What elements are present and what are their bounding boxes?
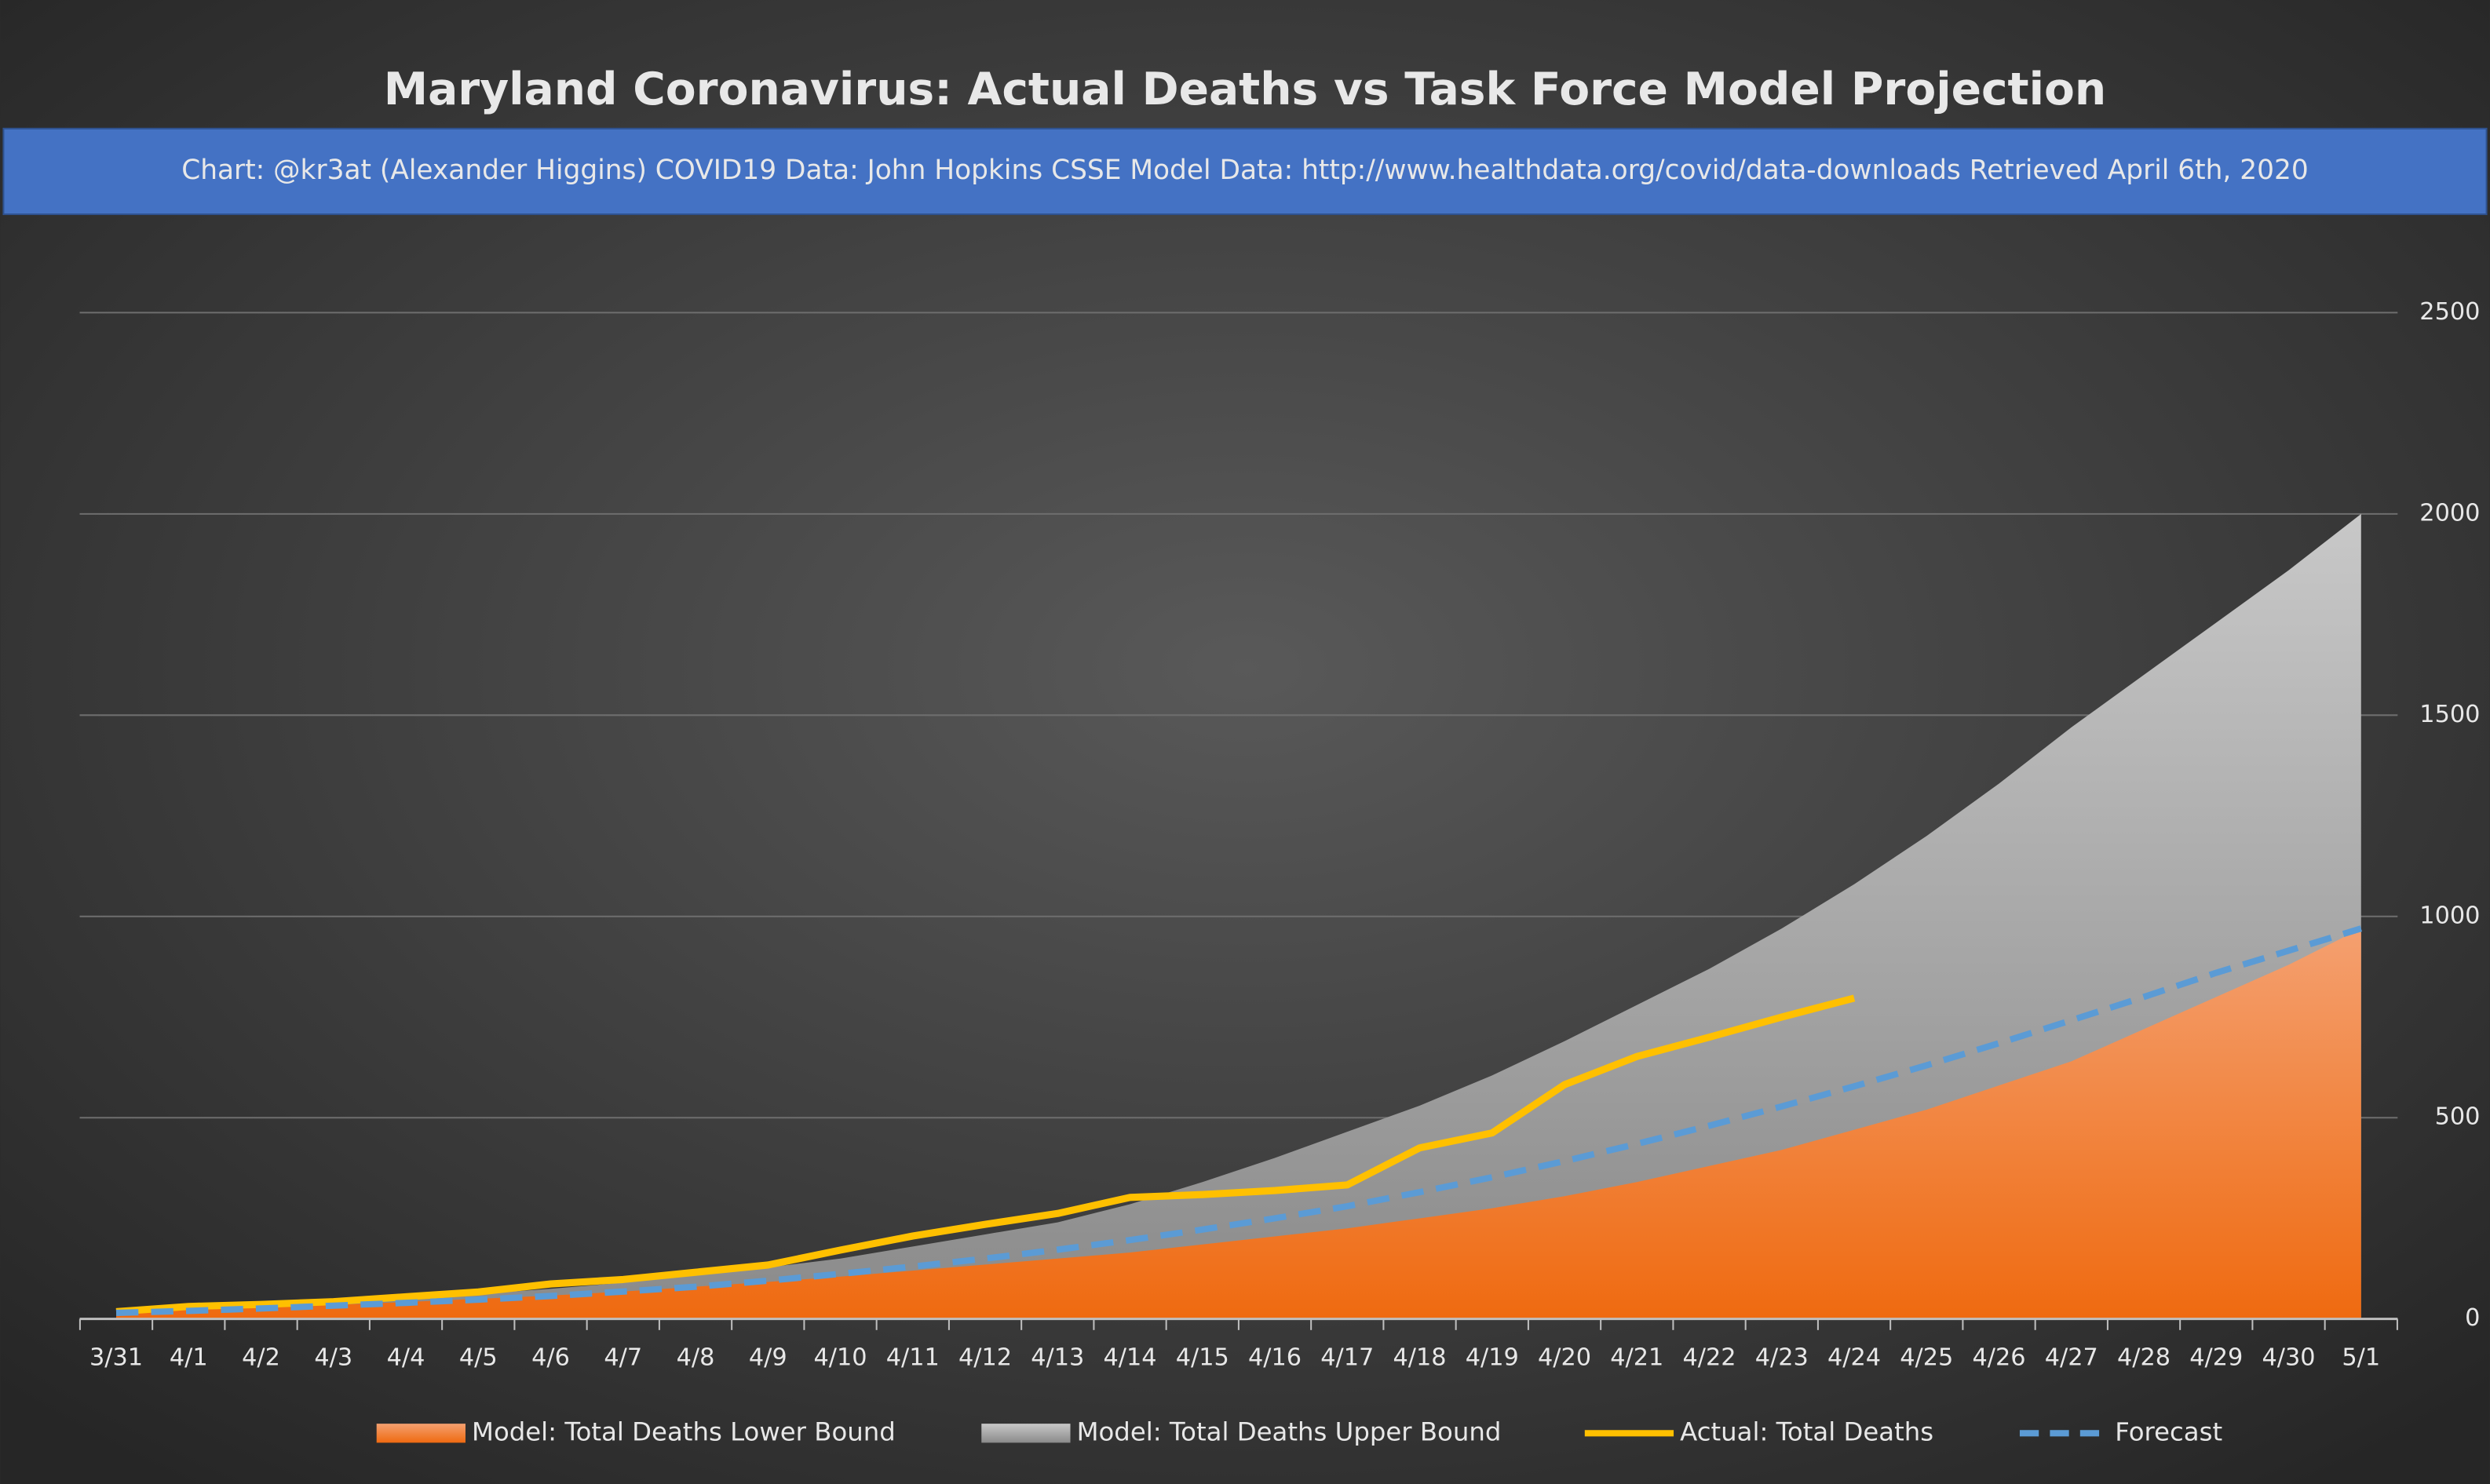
x-tick-label: 4/1 (170, 1344, 208, 1372)
x-tick-label: 4/8 (677, 1344, 715, 1372)
x-tick-label: 5/1 (2342, 1344, 2380, 1372)
y-tick-label: 2000 (2419, 499, 2480, 527)
x-tick-label: 4/6 (531, 1344, 570, 1372)
x-tick-label: 4/11 (886, 1344, 940, 1372)
x-tick-label: 4/14 (1103, 1344, 1156, 1372)
x-tick-label: 4/10 (813, 1344, 867, 1372)
x-tick-label: 4/20 (1538, 1344, 1591, 1372)
x-tick-label: 4/17 (1320, 1344, 1374, 1372)
x-tick-label: 4/30 (2262, 1344, 2315, 1372)
area (116, 513, 2361, 1319)
x-tick-label: 4/3 (314, 1344, 352, 1372)
legend-label: Model: Total Deaths Upper Bound (1077, 1417, 1502, 1446)
legend-swatch (981, 1424, 1071, 1443)
x-tick-label: 4/12 (958, 1344, 1012, 1372)
x-tick-label: 4/16 (1248, 1344, 1302, 1372)
legend-swatch (376, 1424, 466, 1443)
legend-label: Actual: Total Deaths (1680, 1417, 1933, 1446)
x-tick-label: 4/19 (1466, 1344, 1519, 1372)
y-tick-label: 0 (2465, 1304, 2480, 1332)
x-tick-label: 4/23 (1755, 1344, 1809, 1372)
x-tick-label: 4/27 (2045, 1344, 2098, 1372)
x-tick-label: 4/15 (1176, 1344, 1229, 1372)
x-tick-label: 4/4 (387, 1344, 425, 1372)
x-tick-label: 4/22 (1682, 1344, 1736, 1372)
line (115, 994, 1856, 1315)
y-tick-label: 2500 (2419, 298, 2480, 326)
subtitle-banner (2, 127, 2488, 216)
legend-label: Forecast (2115, 1417, 2222, 1446)
x-tick-label: 4/24 (1827, 1344, 1881, 1372)
x-tick-label: 3/31 (89, 1344, 143, 1372)
chart-title: Maryland Coronavirus: Actual Deaths vs T… (384, 64, 2106, 115)
x-tick-label: 4/5 (459, 1344, 498, 1372)
x-tick-label: 4/29 (2189, 1344, 2243, 1372)
area (116, 928, 2361, 1319)
line (115, 925, 2362, 1317)
x-tick-label: 4/18 (1393, 1344, 1446, 1372)
legend-label: Model: Total Deaths Lower Bound (472, 1417, 896, 1446)
x-tick-label: 4/2 (242, 1344, 280, 1372)
y-tick-label: 500 (2435, 1103, 2481, 1131)
x-tick-label: 4/26 (1972, 1344, 2025, 1372)
y-tick-label: 1500 (2419, 701, 2480, 728)
chart-subtitle: Chart: @kr3at (Alexander Higgins) COVID1… (181, 155, 2309, 186)
x-tick-label: 4/28 (2117, 1344, 2171, 1372)
x-tick-label: 4/13 (1031, 1344, 1084, 1372)
x-tick-label: 4/9 (749, 1344, 787, 1372)
x-tick-label: 4/7 (604, 1344, 642, 1372)
x-tick-label: 4/25 (1900, 1344, 1953, 1372)
x-tick-label: 4/21 (1610, 1344, 1663, 1372)
y-tick-label: 1000 (2419, 902, 2480, 929)
